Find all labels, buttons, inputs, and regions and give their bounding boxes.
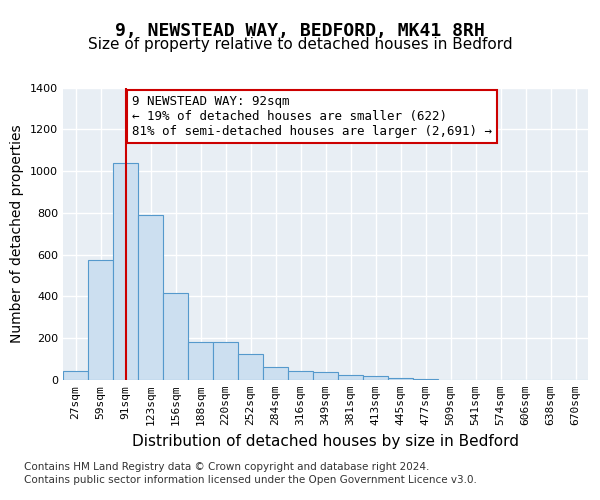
Bar (88, 260, 113, 380)
Bar (338, 375, 363, 380)
Text: Size of property relative to detached houses in Bedford: Size of property relative to detached ho… (88, 38, 512, 52)
Text: 9 NEWSTEAD WAY: 92sqm
← 19% of detached houses are smaller (622)
81% of semi-det: 9 NEWSTEAD WAY: 92sqm ← 19% of detached … (132, 95, 492, 138)
Text: 9, NEWSTEAD WAY, BEDFORD, MK41 8RH: 9, NEWSTEAD WAY, BEDFORD, MK41 8RH (115, 22, 485, 40)
X-axis label: Distribution of detached houses by size in Bedford: Distribution of detached houses by size … (132, 434, 519, 448)
Text: Contains public sector information licensed under the Open Government Licence v3: Contains public sector information licen… (24, 475, 477, 485)
Bar (288, 370, 313, 380)
Bar (63, 370, 88, 380)
Bar (238, 354, 263, 380)
Bar (138, 215, 163, 380)
Bar (113, 162, 138, 380)
Y-axis label: Number of detached properties: Number of detached properties (10, 124, 25, 343)
Bar (313, 372, 338, 380)
Text: Contains HM Land Registry data © Crown copyright and database right 2024.: Contains HM Land Registry data © Crown c… (24, 462, 430, 472)
Bar (413, 379, 438, 380)
Bar (163, 294, 188, 380)
Bar (363, 376, 388, 380)
Bar (388, 378, 413, 380)
Bar (213, 342, 238, 380)
Bar (263, 368, 288, 380)
Bar (188, 342, 213, 380)
